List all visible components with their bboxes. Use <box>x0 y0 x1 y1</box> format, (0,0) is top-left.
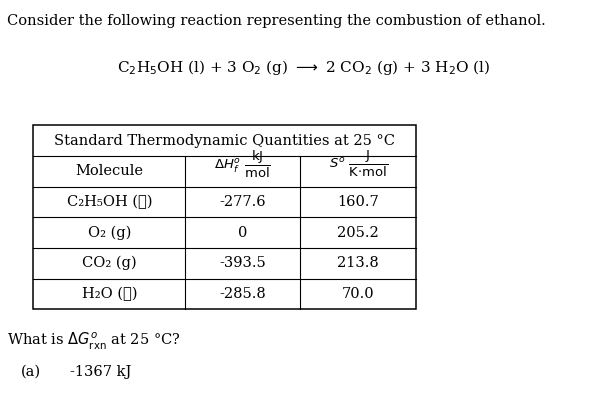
Text: CO₂ (g): CO₂ (g) <box>82 256 137 271</box>
Text: Consider the following reaction representing the combustion of ethanol.: Consider the following reaction represen… <box>7 14 546 28</box>
Text: Molecule: Molecule <box>75 164 143 178</box>
Text: 70.0: 70.0 <box>342 287 375 301</box>
Text: 205.2: 205.2 <box>337 226 379 240</box>
Bar <box>33 125 416 309</box>
Text: C₂H₅OH (ℓ): C₂H₅OH (ℓ) <box>67 195 152 209</box>
Text: 213.8: 213.8 <box>337 256 379 270</box>
Text: What is $\Delta G^o_{\mathrm{rxn}}$ at 25 °C?: What is $\Delta G^o_{\mathrm{rxn}}$ at 2… <box>7 331 181 352</box>
Text: O₂ (g): O₂ (g) <box>87 225 131 240</box>
Text: 160.7: 160.7 <box>337 195 379 209</box>
Text: (a): (a) <box>21 365 41 379</box>
Text: -285.8: -285.8 <box>219 287 266 301</box>
Text: 0: 0 <box>238 226 248 240</box>
Text: C$_2$H$_5$OH (l) + 3 O$_2$ (g) $\longrightarrow$ 2 CO$_2$ (g) + 3 H$_2$O (l): C$_2$H$_5$OH (l) + 3 O$_2$ (g) $\longrig… <box>117 58 490 77</box>
Text: $\Delta H_f^o\ \dfrac{\mathrm{kJ}}{\mathrm{mol}}$: $\Delta H_f^o\ \dfrac{\mathrm{kJ}}{\math… <box>214 148 271 180</box>
Text: -393.5: -393.5 <box>219 256 266 270</box>
Text: $S^o\ \dfrac{\mathrm{J}}{\mathrm{K{\cdot}mol}}$: $S^o\ \dfrac{\mathrm{J}}{\mathrm{K{\cdot… <box>328 149 388 179</box>
Text: -277.6: -277.6 <box>220 195 266 209</box>
Text: -1367 kJ: -1367 kJ <box>70 365 131 379</box>
Text: H₂O (ℓ): H₂O (ℓ) <box>81 287 137 301</box>
Text: Standard Thermodynamic Quantities at 25 °C: Standard Thermodynamic Quantities at 25 … <box>54 134 395 148</box>
